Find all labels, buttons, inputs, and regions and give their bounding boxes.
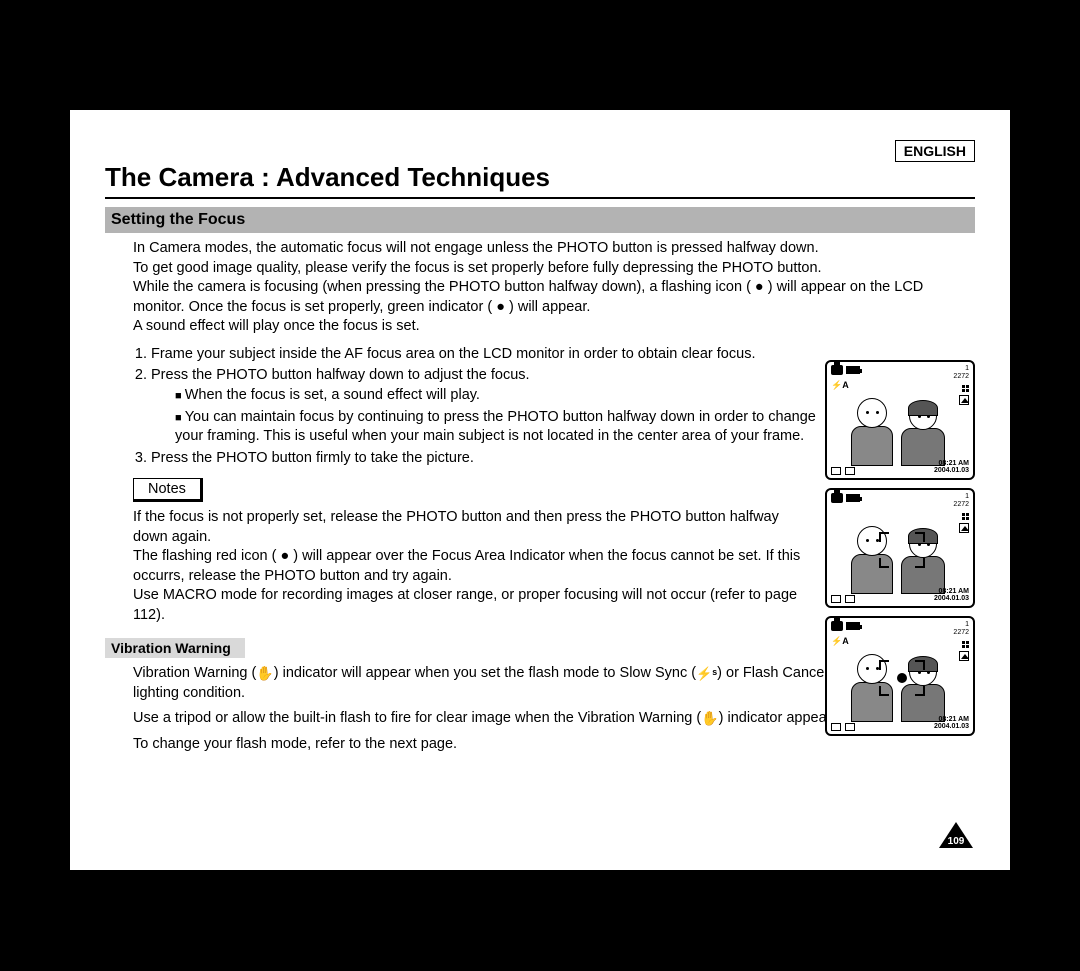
step-3: Press the PHOTO button firmly to take th… [151, 449, 831, 469]
lcd-screen-2: 1 2272 08:21 AM 2004.01.03 [825, 488, 975, 608]
lcd-time: 08:21 AM [934, 588, 969, 596]
step-2-bullet-2: You can maintain focus by continuing to … [175, 408, 831, 447]
slow-sync-icon: ⚡ˢ [696, 665, 717, 683]
step-2-text: Press the PHOTO button halfway down to a… [151, 367, 530, 383]
battery-icon [846, 494, 860, 502]
card-icon [845, 467, 855, 475]
mode-icon [831, 723, 841, 731]
resolution-label: 2272 [953, 373, 969, 381]
page-number: 109 [948, 836, 965, 847]
vib-p1a: Vibration Warning ( [133, 665, 256, 681]
quality-icon [959, 523, 969, 533]
quality-icon [959, 651, 969, 661]
lcd-screen-3: ⚡A 1 2272 08:21 AM 2004.01.03 [825, 616, 975, 736]
vibration-hand-icon: ✋ [256, 664, 273, 683]
resolution-label: 2272 [953, 629, 969, 637]
notes-label-box: Notes [133, 478, 203, 502]
af-focus-brackets [879, 532, 925, 568]
step-1: Frame your subject inside the AF focus a… [151, 345, 831, 365]
quality-icon [959, 395, 969, 405]
vib-p1c: ) or Flash Cancel ( [717, 665, 836, 681]
lcd-datetime: 08:21 AM 2004.01.03 [934, 460, 969, 475]
vib-p2a: Use a tripod or allow the built-in flash… [133, 710, 701, 726]
mode-icon [831, 595, 841, 603]
steps-list: Frame your subject inside the AF focus a… [151, 345, 831, 468]
page-number-badge: 109 [937, 820, 975, 850]
af-focus-brackets-locked [879, 660, 925, 696]
notes-body: If the focus is not properly set, releas… [133, 508, 813, 625]
resolution-label: 2272 [953, 501, 969, 509]
lcd-top-right: 1 2272 [953, 621, 969, 636]
lcd-time: 08:21 AM [934, 716, 969, 724]
vib-p1b: ) indicator will appear when you set the… [274, 665, 696, 681]
lcd-date: 2004.01.03 [934, 723, 969, 731]
card-icon [845, 723, 855, 731]
lcd-date: 2004.01.03 [934, 595, 969, 603]
manual-page: ENGLISH The Camera : Advanced Techniques… [70, 110, 1010, 870]
camera-icon [831, 621, 843, 631]
section-heading-focus: Setting the Focus [105, 207, 975, 233]
step-2-bullet-1: When the focus is set, a sound effect wi… [175, 386, 831, 406]
shots-remaining: 1 [953, 365, 969, 373]
shots-remaining: 1 [953, 493, 969, 501]
step-2: Press the PHOTO button halfway down to a… [151, 366, 831, 446]
lcd-side-icons [959, 510, 969, 533]
step-2-bullets: When the focus is set, a sound effect wi… [175, 386, 831, 447]
lcd-date: 2004.01.03 [934, 467, 969, 475]
lcd-thumbnails: ⚡A 1 2272 08:21 AM 2004.01.03 1 [825, 360, 975, 744]
lcd-time: 08:21 AM [934, 460, 969, 468]
battery-icon [846, 366, 860, 374]
lcd-datetime: 08:21 AM 2004.01.03 [934, 716, 969, 731]
lcd-screen-1: ⚡A 1 2272 08:21 AM 2004.01.03 [825, 360, 975, 480]
intro-paragraph: In Camera modes, the automatic focus wil… [133, 239, 975, 337]
lcd-datetime: 08:21 AM 2004.01.03 [934, 588, 969, 603]
section-heading-vibration: Vibration Warning [105, 638, 245, 658]
lcd-top-right: 1 2272 [953, 493, 969, 508]
focus-lock-dot-icon [897, 673, 907, 683]
battery-icon [846, 622, 860, 630]
lcd-side-icons [959, 638, 969, 661]
camera-icon [831, 365, 843, 375]
language-label: ENGLISH [895, 140, 975, 162]
mode-icon [831, 467, 841, 475]
camera-icon [831, 493, 843, 503]
subject-illustration [845, 388, 959, 466]
page-title: The Camera : Advanced Techniques [105, 162, 975, 199]
lcd-top-right: 1 2272 [953, 365, 969, 380]
lcd-side-icons [959, 382, 969, 405]
vibration-hand-icon-2: ✋ [701, 709, 718, 728]
shots-remaining: 1 [953, 621, 969, 629]
card-icon [845, 595, 855, 603]
